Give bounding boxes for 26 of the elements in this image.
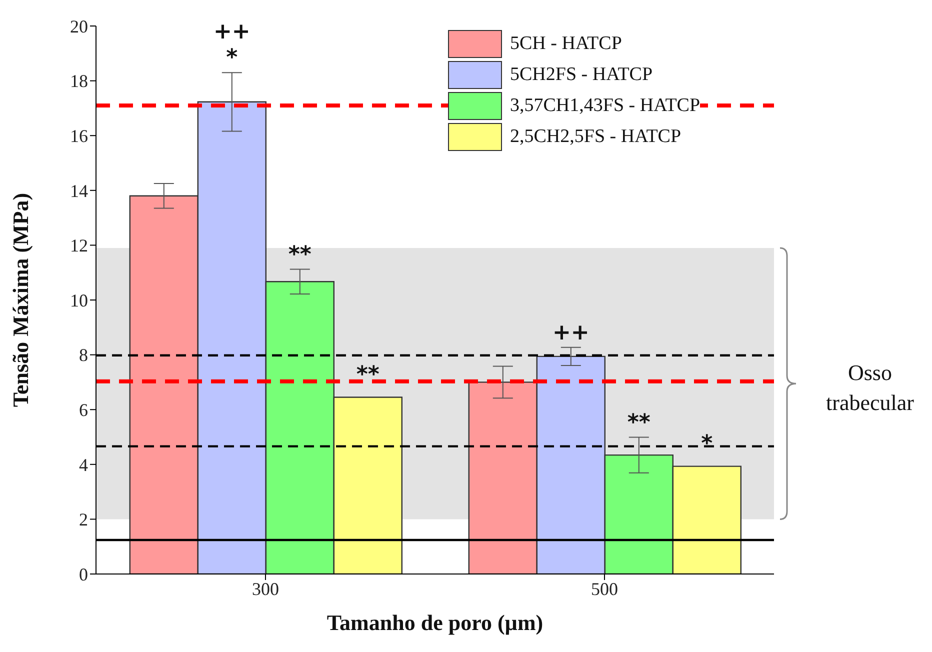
y-tick-label: 2 xyxy=(79,510,88,530)
data-label: ++ xyxy=(552,320,590,346)
legend-label: 2,5CH2,5FS - HATCP xyxy=(510,126,682,148)
y-tick-label: 10 xyxy=(70,290,88,310)
y-tick-label: 0 xyxy=(79,564,88,584)
data-label: ** xyxy=(288,242,312,268)
y-tick-label: 14 xyxy=(70,180,88,201)
y-tick-label: 12 xyxy=(70,236,88,256)
y-tick-label: 16 xyxy=(70,126,88,146)
y-tick-label: 4 xyxy=(79,454,88,475)
legend-label: 5CH - HATCP xyxy=(510,32,622,54)
x-tick-label: 500 xyxy=(591,578,618,599)
y-tick-label: 18 xyxy=(70,71,88,92)
data-label: ** xyxy=(356,362,380,388)
band-label: Osso trabecular xyxy=(825,358,915,417)
y-tick-label: 6 xyxy=(79,400,88,420)
y-tick-label: 20 xyxy=(70,16,88,36)
x-tick-label: 300 xyxy=(252,578,279,599)
data-label: ** xyxy=(627,410,651,436)
y-tick-label: 8 xyxy=(79,345,88,366)
data-label: * xyxy=(701,431,714,456)
legend-label: 3,57CH1,43FS - HATCP xyxy=(510,94,700,116)
y-axis-title: Tensão Máxima (MPa) xyxy=(8,192,33,408)
data-label: ++ * xyxy=(213,20,250,71)
x-axis-title: Tamanho de poro (µm) xyxy=(326,610,544,635)
legend-label: 5CH2FS - HATCP xyxy=(510,64,653,86)
